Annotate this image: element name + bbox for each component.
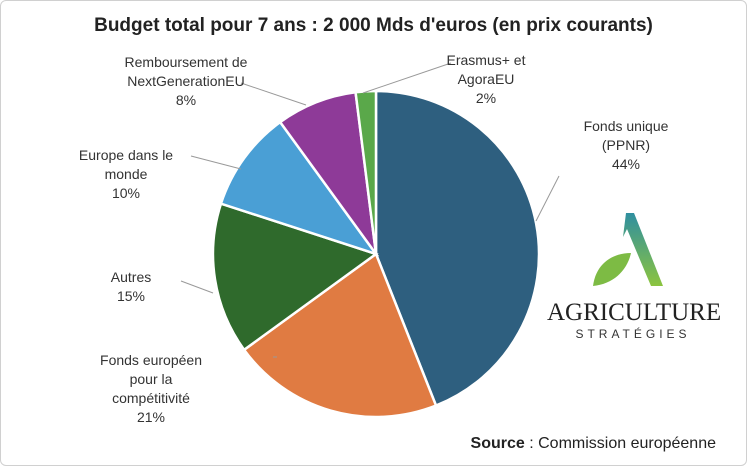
data-label-line: 8% bbox=[175, 92, 197, 108]
logo-name: AGRICULTURE bbox=[547, 299, 722, 326]
leader-line bbox=[240, 82, 307, 106]
data-label-line: 15% bbox=[116, 288, 146, 304]
data-label-line: Erasmus+ et bbox=[446, 52, 526, 68]
logo-subtitle: STRATÉGIES bbox=[575, 327, 691, 341]
data-label-line: AgoraEU bbox=[457, 71, 515, 87]
data-label: Autres 15% bbox=[96, 268, 166, 306]
pie-slice bbox=[211, 202, 379, 352]
data-label: Fonds unique (PPNR) 44% bbox=[571, 117, 681, 174]
data-label-line: Autres bbox=[110, 269, 152, 285]
data-label-line: NextGenerationEU bbox=[127, 73, 245, 89]
data-label-line: Fonds unique bbox=[583, 118, 669, 134]
leader-line bbox=[535, 175, 560, 222]
data-label-line: pour la bbox=[129, 371, 173, 387]
data-label-line: 21% bbox=[136, 409, 166, 425]
data-label: Erasmus+ et AgoraEU 2% bbox=[441, 51, 531, 108]
leader-line bbox=[362, 62, 452, 94]
leader-line bbox=[190, 155, 242, 170]
data-label: Fonds européen pour la compétitivité 21% bbox=[81, 351, 221, 427]
chart-title: Budget total pour 7 ans : 2 000 Mds d'eu… bbox=[94, 15, 653, 36]
pie-slice bbox=[219, 120, 380, 257]
source-note: Source : Commission européenne bbox=[471, 435, 716, 453]
source-text: : Commission européenne bbox=[524, 435, 716, 452]
data-label-line: compétitivité bbox=[112, 390, 190, 406]
data-label-line: monde bbox=[104, 166, 148, 182]
data-label-line: 44% bbox=[611, 156, 641, 172]
data-label-line: 10% bbox=[111, 185, 141, 201]
data-label-line: 2% bbox=[475, 90, 497, 106]
leader-line bbox=[180, 280, 214, 294]
pie-slice bbox=[242, 252, 438, 419]
data-label-line: Remboursement de bbox=[124, 54, 248, 70]
pie-slice bbox=[354, 89, 378, 255]
source-prefix: Source bbox=[470, 435, 525, 452]
data-label-line: Europe dans le bbox=[78, 147, 174, 163]
pie-slice bbox=[374, 89, 541, 408]
logo-mark bbox=[593, 213, 663, 286]
data-label-line: Fonds européen bbox=[100, 352, 202, 368]
data-label: Remboursement de NextGenerationEU 8% bbox=[101, 53, 271, 110]
data-label: Europe dans le monde 10% bbox=[56, 146, 196, 203]
data-label-line: (PPNR) bbox=[601, 137, 651, 153]
